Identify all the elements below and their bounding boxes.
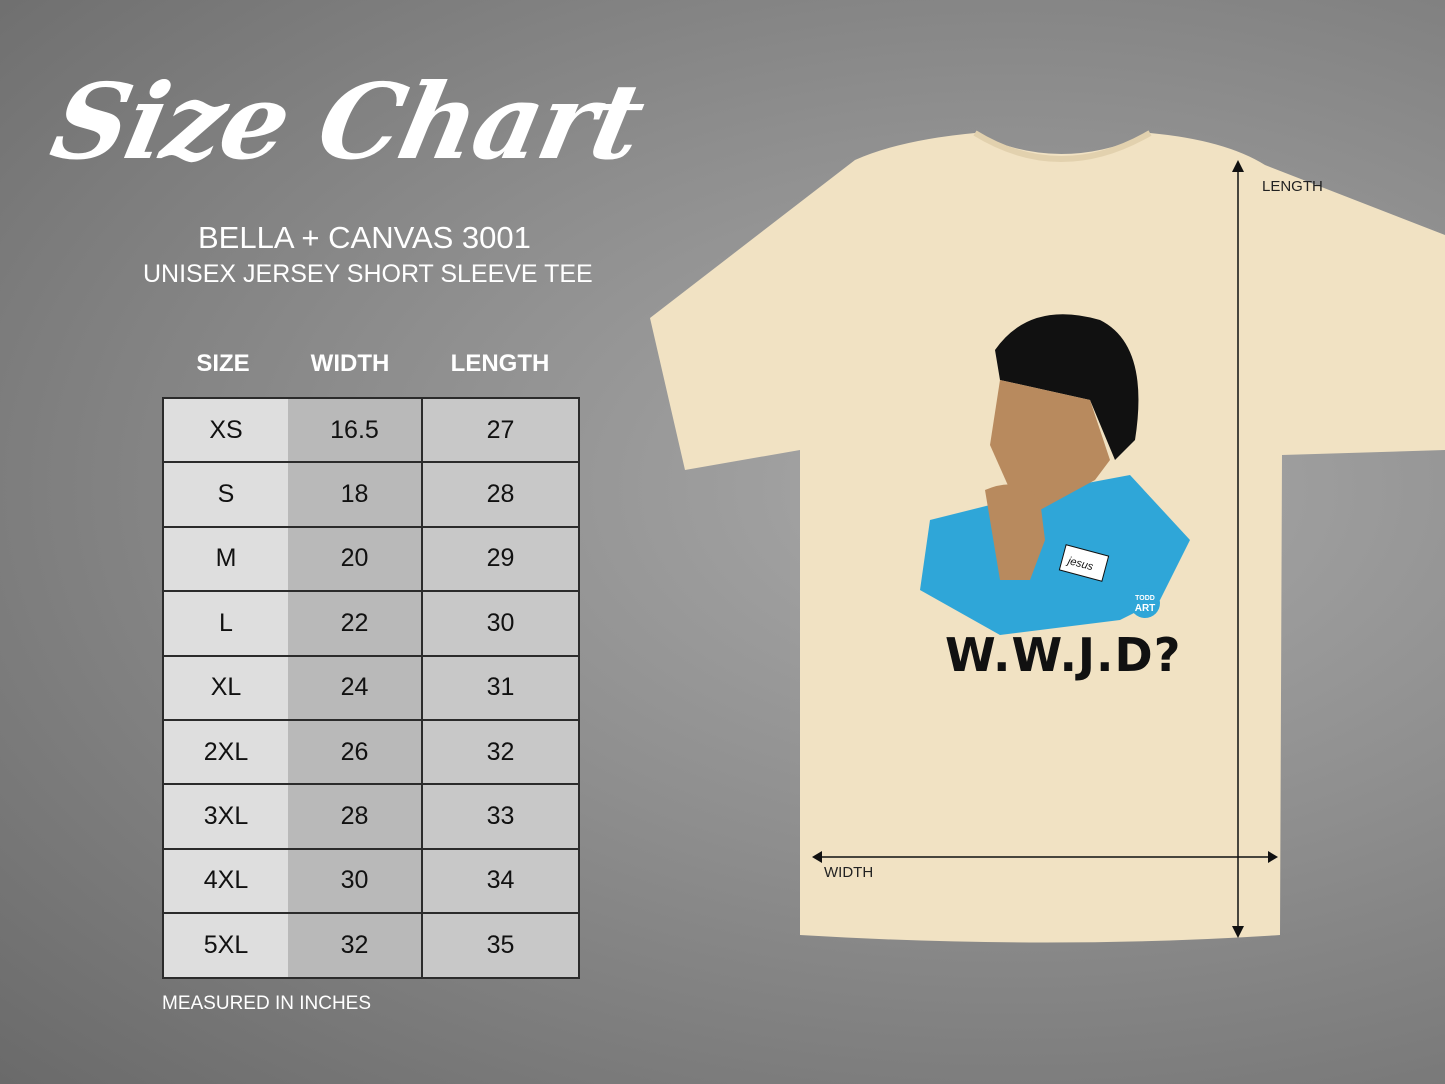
length-cell: 33: [421, 783, 580, 850]
brand-model: BELLA + CANVAS 3001: [198, 220, 531, 255]
width-cell: 24: [288, 654, 423, 721]
width-label: WIDTH: [824, 864, 874, 881]
table-row: 4XL 30 34: [162, 847, 580, 915]
length-cell: 31: [421, 654, 580, 721]
table-row: XL 24 31: [162, 654, 580, 721]
todd-art-logo: [1130, 588, 1160, 618]
length-label: LENGTH: [1262, 178, 1323, 195]
size-cell: S: [162, 461, 288, 528]
length-arrow: [1232, 160, 1244, 938]
width-cell: 26: [288, 718, 423, 786]
table-row: S 18 28: [162, 461, 580, 528]
size-cell: 3XL: [162, 783, 288, 850]
width-cell: 18: [288, 461, 423, 528]
table-row: M 20 29: [162, 525, 580, 593]
width-cell: 30: [288, 847, 423, 915]
length-cell: 30: [421, 590, 580, 657]
length-cell: 34: [421, 847, 580, 915]
length-cell: 29: [421, 525, 580, 593]
shirt-print-text: W.W.J.D?: [945, 628, 1182, 682]
table-row: 5XL 32 35: [162, 912, 580, 979]
blue-shirt-scribble: [920, 475, 1190, 635]
svg-text:ART: ART: [1135, 603, 1156, 614]
table-row: L 22 30: [162, 590, 580, 657]
name-tag: [1058, 544, 1110, 582]
size-cell: 5XL: [162, 912, 288, 979]
table-row: 2XL 26 32: [162, 718, 580, 786]
length-cell: 32: [421, 718, 580, 786]
length-cell: 35: [421, 912, 580, 979]
units-note: MEASURED IN INCHES: [162, 993, 372, 1014]
column-header-size: SIZE: [196, 350, 250, 377]
size-table: XS 16.5 27 S 18 28 M 20 29 L 22 30 XL 24 31 2XL 26 32 3XL 2…: [162, 396, 580, 979]
width-cell: 22: [288, 590, 423, 657]
size-cell: XS: [162, 396, 288, 464]
hair: [995, 314, 1139, 460]
width-arrow: [812, 851, 1278, 863]
size-cell: XL: [162, 654, 288, 721]
size-cell: 2XL: [162, 718, 288, 786]
size-cell: M: [162, 525, 288, 593]
face: [990, 380, 1110, 510]
shirt-print-graphic: jesus TODD ART: [920, 314, 1190, 635]
width-cell: 16.5: [288, 396, 423, 464]
length-cell: 27: [421, 396, 580, 464]
size-cell: 4XL: [162, 847, 288, 915]
table-row: XS 16.5 27: [162, 396, 580, 464]
column-header-length: LENGTH: [450, 350, 550, 377]
width-cell: 32: [288, 912, 423, 979]
tshirt-collar: [973, 130, 1152, 162]
width-cell: 20: [288, 525, 423, 593]
size-cell: L: [162, 590, 288, 657]
product-subtitle: UNISEX JERSEY SHORT SLEEVE TEE: [143, 260, 593, 288]
width-cell: 28: [288, 783, 423, 850]
hand: [985, 484, 1045, 580]
table-row: 3XL 28 33: [162, 783, 580, 850]
length-cell: 28: [421, 461, 580, 528]
svg-text:TODD: TODD: [1135, 595, 1155, 602]
column-header-width: WIDTH: [310, 350, 390, 377]
